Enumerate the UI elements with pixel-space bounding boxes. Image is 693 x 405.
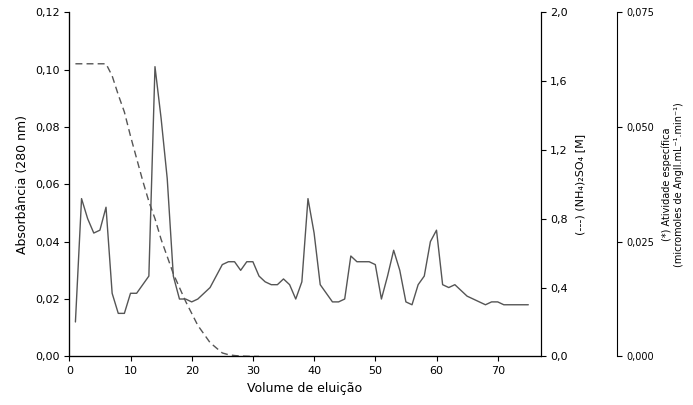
Y-axis label: (*) Atividade específica
(micromoles de AngII.mL⁻¹.min⁻¹): (*) Atividade específica (micromoles de … (662, 102, 683, 266)
Y-axis label: Absorbância (280 nm): Absorbância (280 nm) (17, 115, 29, 254)
Y-axis label: (---) (NH₄)₂SO₄ [M]: (---) (NH₄)₂SO₄ [M] (574, 134, 585, 235)
X-axis label: Volume de eluição: Volume de eluição (247, 382, 362, 395)
